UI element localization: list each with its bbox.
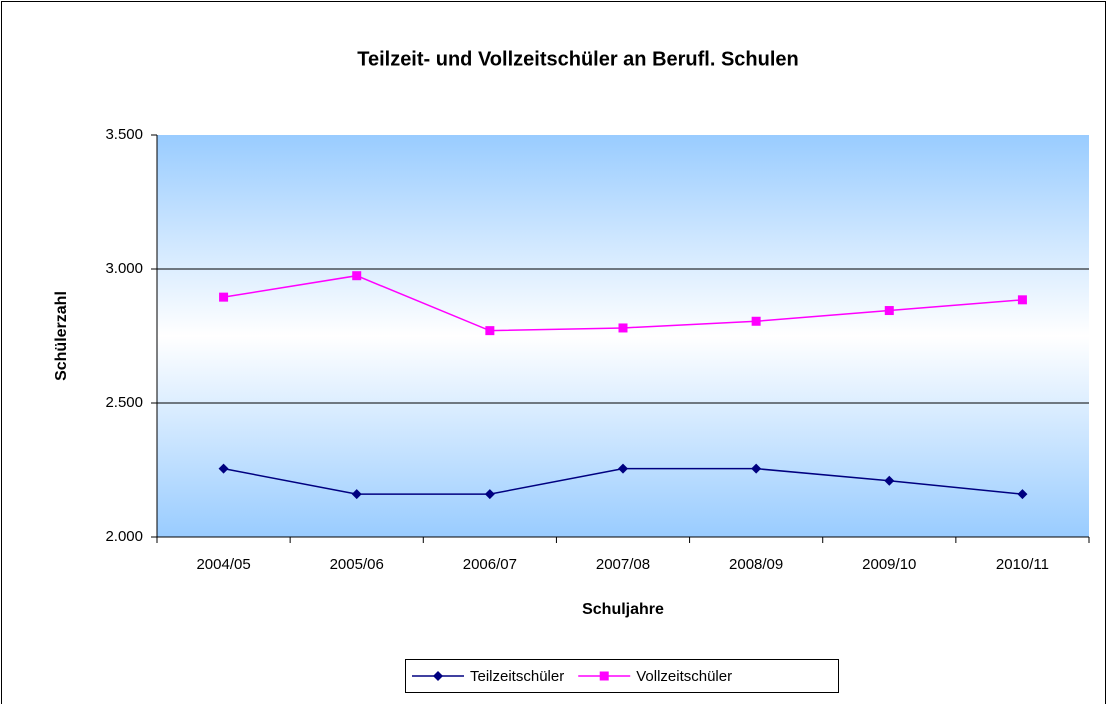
point <box>218 463 229 474</box>
point <box>618 463 628 474</box>
point <box>751 463 762 474</box>
legend-label: Vollzeitschüler <box>636 668 732 685</box>
point <box>484 489 495 500</box>
x-tick-label: 2008/09 <box>729 556 783 573</box>
legend-marker <box>433 671 443 681</box>
y-tick-label: 2.000 <box>105 528 143 545</box>
point <box>618 323 628 333</box>
x-tick-label: 2005/06 <box>330 556 384 573</box>
point <box>485 326 495 336</box>
plot-area <box>157 135 1089 537</box>
point <box>352 271 362 281</box>
x-tick-label: 2009/10 <box>862 556 916 573</box>
legend-marker <box>599 671 609 681</box>
point <box>219 292 229 302</box>
point <box>1017 489 1028 500</box>
x-tick-label: 2004/05 <box>196 556 250 573</box>
x-tick-label: 2006/07 <box>463 556 517 573</box>
x-axis-label: Schuljahre <box>582 601 664 618</box>
y-tick-label: 3.000 <box>105 260 143 277</box>
x-tick-label: 2007/08 <box>596 556 650 573</box>
y-tick-label: 2.500 <box>105 394 143 411</box>
point <box>884 306 894 316</box>
point <box>884 475 895 486</box>
legend-label: Teilzeitschüler <box>470 668 564 685</box>
point <box>351 489 362 500</box>
chart-title: Teilzeit- und Vollzeitschüler an Berufl.… <box>357 48 799 70</box>
x-tick-label: 2010/11 <box>996 556 1049 573</box>
point <box>1017 295 1027 305</box>
y-axis-label: Schülerzahl <box>53 291 70 381</box>
y-tick-label: 3.500 <box>105 126 143 143</box>
point <box>751 316 761 326</box>
